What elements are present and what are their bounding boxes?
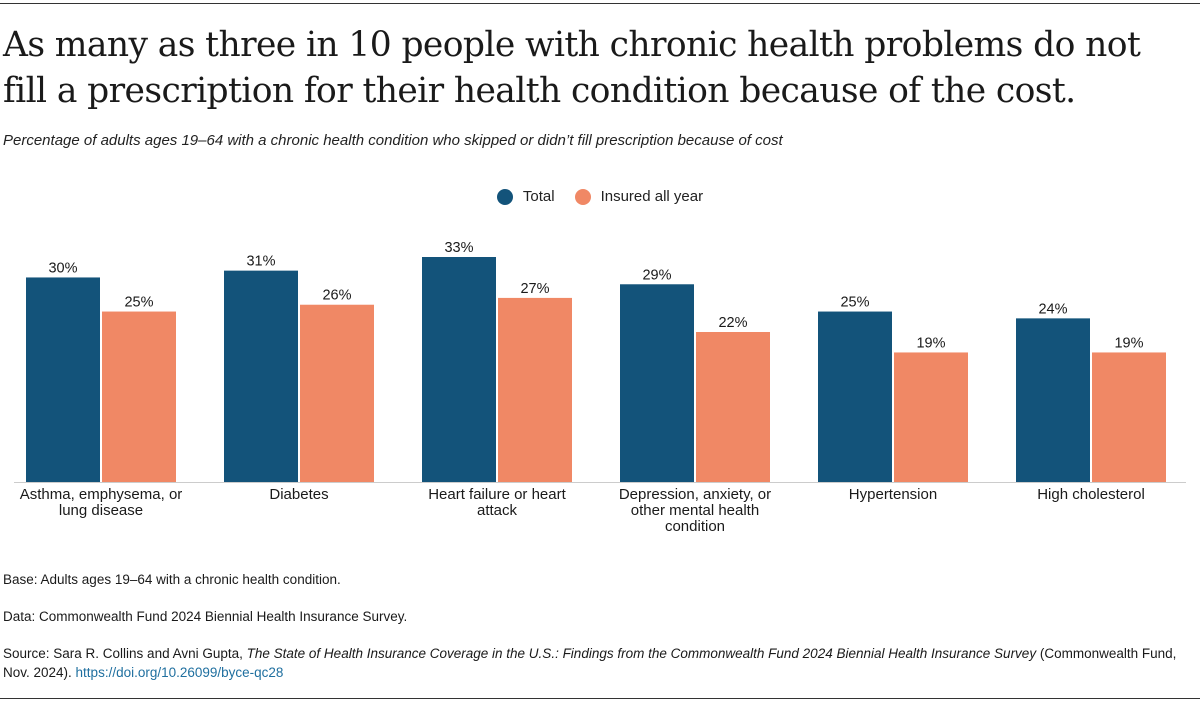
bottom-rule — [0, 698, 1200, 699]
category-label-0: Asthma, emphysema, or lung disease — [20, 486, 183, 519]
bar-total-2 — [422, 257, 496, 482]
chart-notes: Base: Adults ages 19–64 with a chronic h… — [3, 570, 1193, 682]
category-label-4: Hypertension — [849, 486, 937, 503]
bar-total-1 — [224, 270, 298, 482]
data-label-total-0: 30% — [48, 260, 77, 276]
data-label-total-1: 31% — [246, 254, 275, 270]
data-label-insured-1: 26% — [322, 288, 351, 304]
category-label-3: Depression, anxiety, or other mental heal… — [619, 486, 771, 535]
legend-label-insured: Insured all year — [600, 188, 704, 205]
chart-title: As many as three in 10 people with chron… — [3, 25, 1141, 111]
source-link[interactable]: https://doi.org/10.26099/byce-qc28 — [75, 665, 284, 680]
bar-total-3 — [620, 284, 694, 482]
source-suffix: (Commonwealth Fund, Nov. 2024). — [3, 646, 1177, 680]
data-label-total-5: 24% — [1038, 301, 1067, 317]
bar-total-0 — [26, 277, 100, 482]
legend-item-total: Total — [496, 188, 555, 205]
data-label-insured-2: 27% — [520, 281, 549, 297]
bar-insured-5 — [1092, 352, 1166, 482]
legend-swatch-insured — [574, 188, 591, 205]
bar-total-4 — [818, 311, 892, 482]
bar-total-5 — [1016, 318, 1090, 482]
top-rule — [0, 3, 1200, 4]
category-label-2: Heart failure or heart attack — [428, 486, 566, 519]
note-source: Source: Sara R. Collins and Avni Gupta, … — [3, 644, 1193, 682]
legend-swatch-total — [496, 188, 513, 205]
data-label-insured-5: 19% — [1114, 335, 1143, 351]
data-label-total-4: 25% — [840, 295, 869, 311]
bar-insured-3 — [696, 332, 770, 482]
legend-label-total: Total — [522, 188, 555, 205]
chart-subtitle: Percentage of adults ages 19–64 with a c… — [3, 132, 783, 149]
note-data: Data: Commonwealth Fund 2024 Biennial He… — [3, 609, 408, 624]
bar-chart: 30% 25% Asthma, emphysema, or lung disease 3… — [14, 240, 1186, 535]
bar-insured-2 — [498, 297, 572, 482]
legend-item-insured: Insured all year — [574, 188, 704, 205]
bar-insured-0 — [102, 311, 176, 482]
bar-insured-4 — [894, 352, 968, 482]
legend: Total Insured all year — [0, 188, 1200, 205]
note-base: Base: Adults ages 19–64 with a chronic h… — [3, 572, 341, 587]
bar-insured-1 — [300, 304, 374, 482]
category-label-5: High cholesterol — [1037, 486, 1145, 503]
data-label-insured-4: 19% — [916, 335, 945, 351]
data-label-insured-3: 22% — [718, 315, 747, 331]
data-label-total-2: 33% — [444, 240, 473, 256]
source-report-title: The State of Health Insurance Coverage i… — [246, 646, 1037, 661]
source-prefix: Source: Sara R. Collins and Avni Gupta, — [3, 646, 247, 661]
category-label-1: Diabetes — [269, 486, 328, 503]
data-label-insured-0: 25% — [124, 295, 153, 311]
data-label-total-3: 29% — [642, 267, 671, 283]
